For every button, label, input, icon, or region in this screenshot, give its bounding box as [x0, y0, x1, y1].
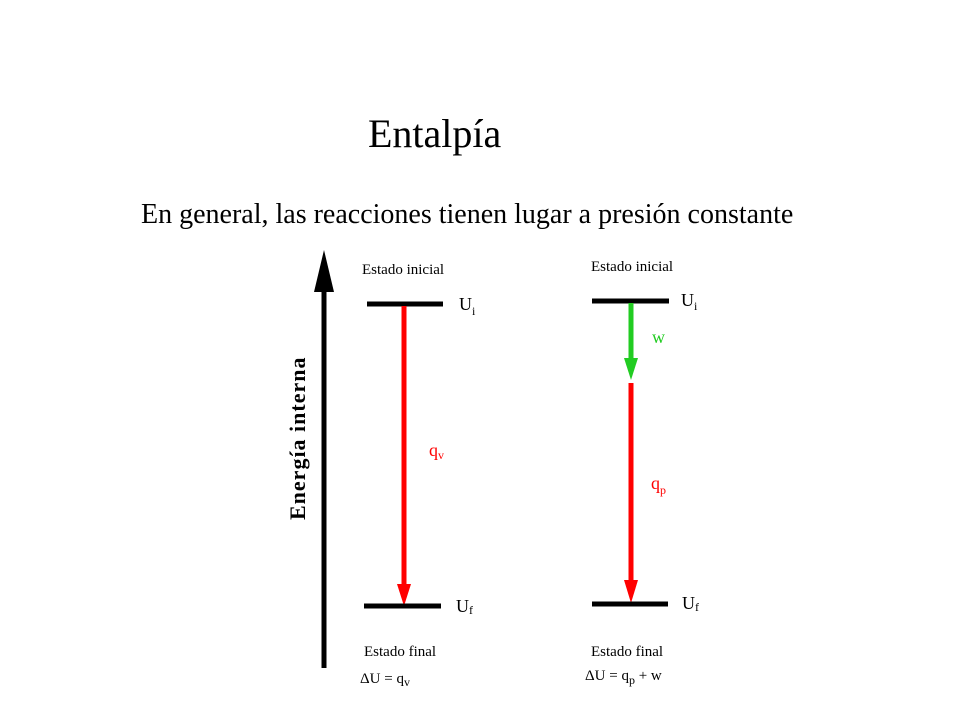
left-heat-arrowhead: [397, 584, 411, 606]
right-initial-state-label: Estado inicial: [591, 259, 673, 275]
page-title: Entalpía: [368, 111, 502, 156]
energy-axis-arrowhead: [314, 250, 334, 292]
right-final-level-label: Uf: [682, 593, 699, 614]
left-heat-label: qv: [429, 440, 444, 462]
left-initial-level-label: Ui: [459, 294, 476, 318]
right-work-label: w: [652, 327, 665, 347]
right-equation: ΔU = qp + w: [585, 668, 662, 687]
right-heat-label: qp: [651, 473, 666, 497]
energy-axis-label: Energía interna: [285, 357, 310, 521]
left-final-level-label: Uf: [456, 596, 473, 617]
right-final-state-label: Estado final: [591, 644, 663, 660]
left-initial-state-label: Estado inicial: [362, 262, 444, 278]
right-heat-arrowhead: [624, 580, 638, 603]
right-diagram: Estado inicial Ui w qp Uf Estado final Δ…: [585, 259, 699, 687]
right-initial-level-label: Ui: [681, 290, 698, 313]
page-subtitle: En general, las reacciones tienen lugar …: [141, 199, 794, 230]
right-work-arrowhead: [624, 358, 638, 380]
left-diagram: Estado inicial Ui qv Uf Estado final ΔU …: [360, 262, 476, 689]
left-final-state-label: Estado final: [364, 644, 436, 660]
left-equation: ΔU = qv: [360, 671, 410, 689]
